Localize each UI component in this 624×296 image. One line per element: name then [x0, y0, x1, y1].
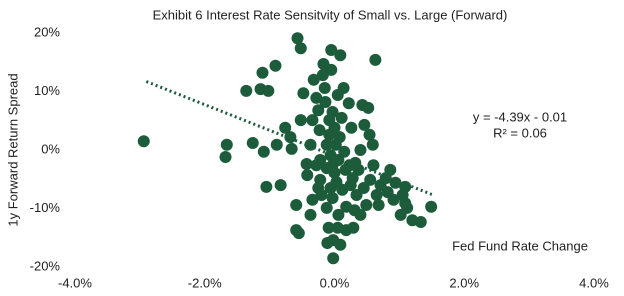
point [291, 32, 304, 45]
point [137, 135, 150, 148]
trendline [145, 80, 433, 196]
point [292, 227, 305, 240]
point [257, 145, 270, 158]
point [285, 142, 298, 155]
point [270, 138, 283, 151]
point [325, 63, 338, 76]
point [345, 121, 358, 134]
point [300, 158, 313, 171]
point [347, 221, 360, 234]
trend-equation: y = -4.39x - 0.01 [473, 109, 567, 124]
point [319, 96, 332, 109]
point [312, 104, 325, 117]
point [334, 49, 347, 62]
point [425, 200, 438, 213]
point [297, 87, 310, 100]
point [326, 105, 339, 118]
r-squared: R² = 0.06 [493, 125, 547, 140]
y-tick-label: 0% [41, 141, 60, 156]
x-tick-label: -4.0% [58, 275, 92, 290]
point [262, 84, 275, 97]
point [260, 180, 273, 193]
point [279, 121, 292, 134]
point [369, 53, 382, 66]
point [318, 81, 331, 94]
chart-title: Exhibit 6 Interest Rate Sensitvity of Sm… [153, 7, 508, 22]
x-tick-label: 4.0% [579, 275, 609, 290]
point [306, 193, 319, 206]
point [332, 208, 345, 221]
point [274, 179, 287, 192]
point [414, 215, 427, 228]
point [326, 191, 339, 204]
point [362, 101, 375, 114]
point [294, 114, 307, 127]
point [337, 81, 350, 94]
y-tick-label: 20% [34, 24, 60, 39]
point [399, 180, 412, 193]
point [335, 111, 348, 124]
point [334, 238, 347, 251]
point [320, 138, 333, 151]
x-axis-label: Fed Fund Rate Change [452, 238, 588, 253]
point [328, 121, 341, 134]
x-tick-label: 0.0% [320, 275, 350, 290]
point [331, 221, 344, 234]
point [220, 138, 233, 151]
point [364, 173, 377, 186]
y-tick-label: 10% [34, 83, 60, 98]
point [256, 66, 269, 79]
x-tick-label: 2.0% [449, 275, 479, 290]
point [358, 118, 371, 131]
point [307, 73, 320, 86]
y-tick-label: -20% [30, 258, 61, 273]
point [310, 91, 323, 104]
point [367, 159, 380, 172]
point [284, 131, 297, 144]
point [219, 151, 232, 164]
point [327, 252, 340, 265]
point [304, 208, 317, 221]
point [304, 138, 317, 151]
point [363, 128, 376, 141]
point [370, 189, 383, 202]
point [338, 145, 351, 158]
point [366, 138, 379, 151]
point [269, 59, 282, 72]
point [360, 198, 373, 211]
point [333, 131, 346, 144]
point [290, 198, 303, 211]
point [387, 193, 400, 206]
point [322, 221, 335, 234]
point [246, 136, 259, 149]
point [310, 159, 323, 172]
point [354, 208, 367, 221]
point [301, 169, 314, 182]
point [306, 114, 319, 127]
point [357, 182, 370, 195]
point [313, 124, 326, 137]
point [312, 182, 325, 195]
point [352, 163, 365, 176]
point [294, 42, 307, 55]
point [328, 166, 341, 179]
point [342, 97, 355, 110]
point [354, 144, 367, 156]
y-axis-label: 1y Forward Return Spread [5, 73, 20, 226]
point [325, 43, 338, 56]
point [384, 163, 397, 176]
point [240, 84, 253, 97]
point [320, 201, 333, 214]
point [372, 198, 385, 211]
x-tick-label: -2.0% [188, 275, 222, 290]
y-tick-label: -10% [30, 200, 61, 215]
point [401, 201, 414, 214]
